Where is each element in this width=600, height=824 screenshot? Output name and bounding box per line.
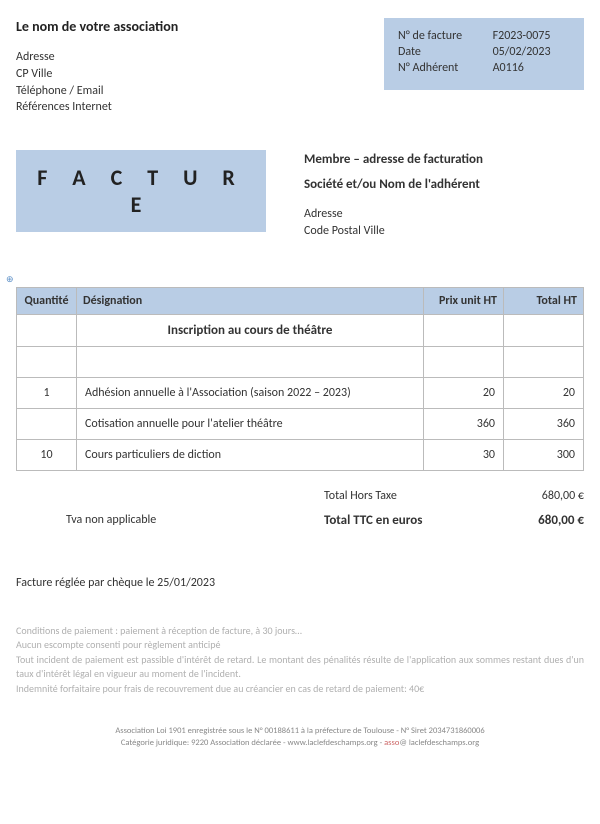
total-ht-label: Total Hors Taxe bbox=[324, 489, 484, 503]
invoice-info-table: N° de facture F2023-0075 Date 05/02/2023… bbox=[398, 28, 570, 76]
cell-desc: Cours particuliers de diction bbox=[77, 439, 424, 470]
table-empty-row bbox=[17, 346, 584, 377]
cell-price: 360 bbox=[424, 408, 504, 439]
table-row: 1 Adhésion annuelle à l'Association (sai… bbox=[17, 377, 584, 408]
cell-price: 30 bbox=[424, 439, 504, 470]
cell-empty bbox=[424, 314, 504, 346]
billing-heading-2: Société et/ou Nom de l'adhérent bbox=[304, 177, 584, 192]
condition-line: Tout incident de paiement est passible d… bbox=[16, 653, 584, 682]
col-header-desc: Désignation bbox=[77, 287, 424, 314]
condition-line: Indemnité forfaitaire pour frais de reco… bbox=[16, 682, 584, 697]
cell-price: 20 bbox=[424, 377, 504, 408]
org-line: Téléphone / Email bbox=[16, 83, 384, 100]
footer-text: Catégorie juridique: 9220 Association dé… bbox=[121, 738, 384, 748]
org-line: Références Internet bbox=[16, 99, 384, 116]
cell-empty bbox=[17, 346, 77, 377]
cell-empty bbox=[77, 346, 424, 377]
col-header-price: Prix unit HT bbox=[424, 287, 504, 314]
billing-address: Adresse Code Postal Ville bbox=[304, 206, 584, 240]
cell-empty bbox=[504, 346, 584, 377]
info-value: A0116 bbox=[493, 60, 570, 76]
total-ht-row: Total Hors Taxe 680,00 € bbox=[16, 489, 584, 503]
cell-total: 20 bbox=[504, 377, 584, 408]
org-address: Adresse CP Ville Téléphone / Email Référ… bbox=[16, 49, 384, 116]
org-line: CP Ville bbox=[16, 66, 384, 83]
table-header-row: Quantité Désignation Prix unit HT Total … bbox=[17, 287, 584, 314]
table-row: 10 Cours particuliers de diction 30 300 bbox=[17, 439, 584, 470]
cell-empty bbox=[17, 314, 77, 346]
cell-qty: 1 bbox=[17, 377, 77, 408]
paid-note: Facture réglée par chèque le 25/01/2023 bbox=[16, 576, 584, 590]
info-row: N° Adhérent A0116 bbox=[398, 60, 570, 76]
footer-line-1: Association Loi 1901 enregistrée sous le… bbox=[16, 726, 584, 737]
info-value: 05/02/2023 bbox=[493, 44, 570, 60]
anchor-icon: ⊕ bbox=[6, 274, 584, 285]
tva-note: Tva non applicable bbox=[16, 513, 216, 527]
total-ttc-value: 680,00 € bbox=[484, 513, 584, 528]
facture-title: F A C T U R E bbox=[16, 150, 266, 232]
condition-line: Aucun escompte consenti pour règlement a… bbox=[16, 638, 584, 653]
payment-conditions: Conditions de paiement : paiement à réce… bbox=[16, 624, 584, 697]
cell-total: 360 bbox=[504, 408, 584, 439]
invoice-info-box: N° de facture F2023-0075 Date 05/02/2023… bbox=[384, 18, 584, 90]
info-value: F2023-0075 bbox=[493, 28, 570, 44]
cell-empty bbox=[424, 346, 504, 377]
cell-qty: 10 bbox=[17, 439, 77, 470]
table-row: Cotisation annuelle pour l'atelier théât… bbox=[17, 408, 584, 439]
footer: Association Loi 1901 enregistrée sous le… bbox=[16, 726, 584, 749]
org-line: Adresse bbox=[16, 49, 384, 66]
org-name: Le nom de votre association bbox=[16, 18, 384, 35]
section-title: Inscription au cours de théâtre bbox=[77, 314, 424, 346]
mid-row: F A C T U R E Membre – adresse de factur… bbox=[16, 150, 584, 240]
info-label: Date bbox=[398, 44, 493, 60]
billing-heading-1: Membre – adresse de facturation bbox=[304, 152, 584, 167]
footer-text: @ laclefdeschamps.org bbox=[399, 738, 479, 748]
invoice-table: Quantité Désignation Prix unit HT Total … bbox=[16, 287, 584, 471]
billing-block: Membre – adresse de facturation Société … bbox=[304, 150, 584, 240]
cell-desc: Cotisation annuelle pour l'atelier théât… bbox=[77, 408, 424, 439]
cell-qty bbox=[17, 408, 77, 439]
billing-addr-line: Adresse bbox=[304, 206, 584, 223]
cell-total: 300 bbox=[504, 439, 584, 470]
facture-title-wrap: F A C T U R E bbox=[16, 150, 266, 232]
totals-block: Total Hors Taxe 680,00 € Tva non applica… bbox=[16, 489, 584, 528]
billing-addr-line: Code Postal Ville bbox=[304, 223, 584, 240]
footer-line-2: Catégorie juridique: 9220 Association dé… bbox=[16, 738, 584, 749]
total-ht-value: 680,00 € bbox=[484, 489, 584, 503]
footer-mail: asso bbox=[384, 738, 399, 748]
header-row: Le nom de votre association Adresse CP V… bbox=[16, 18, 584, 116]
info-row: N° de facture F2023-0075 bbox=[398, 28, 570, 44]
total-ttc-row: Tva non applicable Total TTC en euros 68… bbox=[16, 513, 584, 528]
col-header-total: Total HT bbox=[504, 287, 584, 314]
cell-empty bbox=[504, 314, 584, 346]
info-label: N° Adhérent bbox=[398, 60, 493, 76]
info-label: N° de facture bbox=[398, 28, 493, 44]
org-block: Le nom de votre association Adresse CP V… bbox=[16, 18, 384, 116]
total-ttc-label: Total TTC en euros bbox=[324, 513, 484, 528]
info-row: Date 05/02/2023 bbox=[398, 44, 570, 60]
condition-line: Conditions de paiement : paiement à réce… bbox=[16, 624, 584, 639]
table-section-row: Inscription au cours de théâtre bbox=[17, 314, 584, 346]
col-header-qty: Quantité bbox=[17, 287, 77, 314]
cell-desc: Adhésion annuelle à l'Association (saiso… bbox=[77, 377, 424, 408]
